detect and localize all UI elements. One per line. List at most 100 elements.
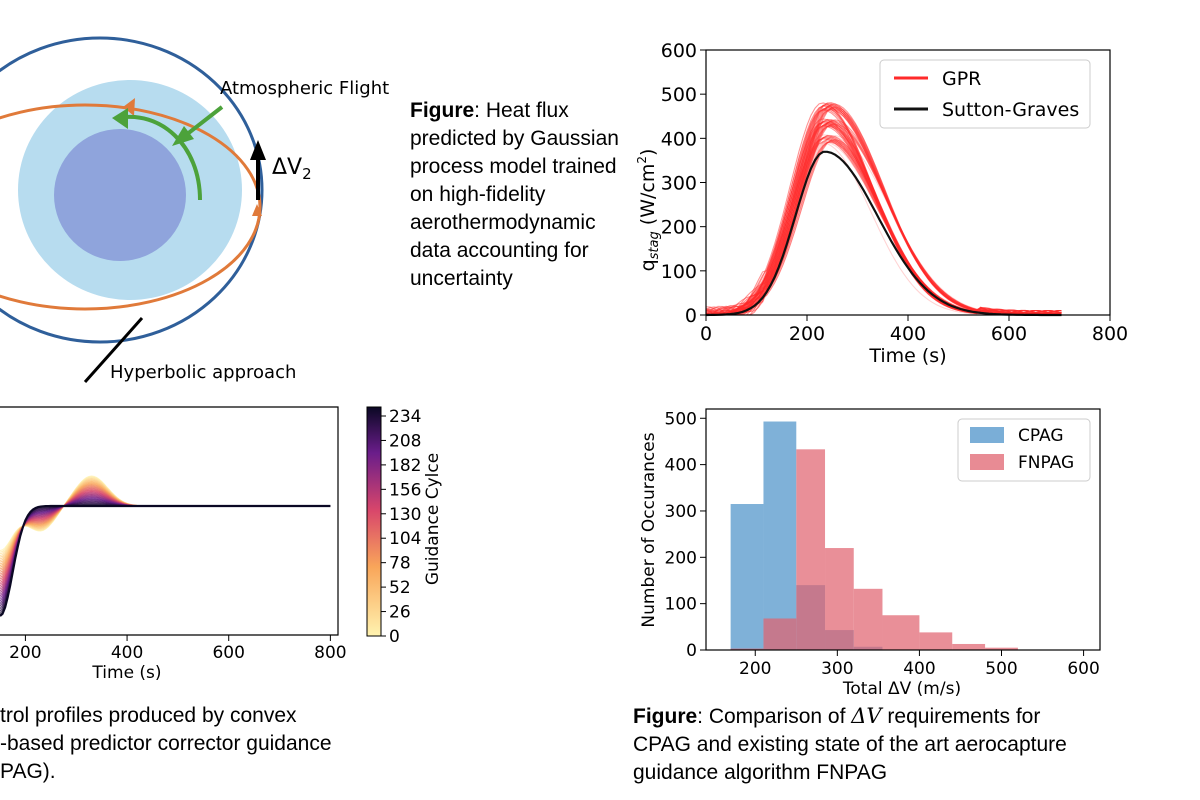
control-profile-chart: 200 400 600 800 Time (s) 0 26 52 78 104 130 156 18… bbox=[0, 406, 443, 683]
outer-orbit bbox=[0, 36, 264, 344]
y-tick-label: 300 bbox=[661, 173, 697, 195]
x-tick-label: 0 bbox=[700, 323, 712, 345]
x-tick-label: 600 bbox=[991, 323, 1027, 345]
control-caption-line2: -based predictor corrector guidance bbox=[0, 732, 332, 755]
x-tick-label: 200 bbox=[9, 643, 41, 663]
guidance-cycle-line bbox=[0, 490, 331, 583]
atmospheric-flight-arrow bbox=[112, 108, 128, 129]
heatflux-chart: 0 200 400 600 800 0 100 200 300 400 500 600 Time (s… bbox=[635, 40, 1128, 367]
colorbar-tick-label: 208 bbox=[389, 431, 421, 451]
orbit-diagram: Atmospheric Flight Hyperbolic approach Δ… bbox=[0, 36, 389, 383]
control-caption-line1: trol profiles produced by convex bbox=[0, 704, 297, 727]
colorbar-tick-label: 0 bbox=[389, 627, 400, 647]
control-caption: trol profiles produced by convex -based … bbox=[0, 702, 420, 786]
control-lines bbox=[0, 475, 331, 617]
inner-orbit-arrow-right bbox=[252, 204, 262, 216]
x-tick-label: 400 bbox=[903, 659, 935, 679]
y-tick-label: 400 bbox=[665, 456, 697, 476]
heatflux-lines bbox=[705, 102, 1062, 317]
dv-histogram: 200 300 400 500 600 0 100 200 300 400 500 Total ΔV… bbox=[639, 408, 1101, 699]
y-tick-label: 400 bbox=[661, 128, 697, 150]
x-tick-label: 400 bbox=[111, 643, 143, 663]
colorbar-label: Guidance Cylce bbox=[423, 453, 443, 585]
guidance-cycle-line bbox=[0, 487, 331, 578]
guidance-cycle-line bbox=[0, 489, 331, 582]
dv-caption-line3: guidance algorithm FNPAG bbox=[633, 761, 888, 784]
guidance-cycle-line bbox=[0, 504, 331, 617]
colorbar-tick-label: 104 bbox=[389, 529, 421, 549]
hyperbolic-approach-label: Hyperbolic approach bbox=[110, 362, 296, 383]
guidance-cycle-line bbox=[0, 483, 331, 570]
x-tick-label: 200 bbox=[789, 323, 825, 345]
fnpag-bar bbox=[952, 643, 986, 650]
x-tick-label: 200 bbox=[739, 659, 771, 679]
legend-frame bbox=[879, 59, 1091, 129]
y-tick-label: 600 bbox=[661, 40, 697, 62]
fnpag-bar bbox=[730, 648, 764, 650]
colorbar-tick-label: 26 bbox=[389, 603, 411, 623]
colorbar-tick-label: 130 bbox=[389, 505, 421, 525]
colorbar-ticks: 0 26 52 78 104 130 156 182 208 234 bbox=[381, 407, 421, 647]
guidance-cycle-line bbox=[0, 487, 331, 577]
x-tick-label: 600 bbox=[1067, 659, 1099, 679]
colorbar bbox=[366, 406, 382, 637]
cpag-bar bbox=[730, 504, 764, 650]
colorbar-tick-label: 182 bbox=[389, 456, 421, 476]
control-xlabel: Time (s) bbox=[91, 663, 161, 683]
guidance-cycle-line bbox=[0, 484, 331, 572]
x-tick-label: 500 bbox=[985, 659, 1017, 679]
inner-orbit-arrow-top bbox=[123, 98, 135, 116]
atmo-pointer-arrowhead bbox=[172, 126, 194, 146]
hyperbolic-pointer bbox=[83, 317, 144, 383]
gpr-sample-line bbox=[706, 103, 1062, 316]
histogram-bars bbox=[730, 421, 1018, 650]
inner-orbit bbox=[0, 103, 262, 311]
y-tick-label: 300 bbox=[665, 502, 697, 522]
caption-text: : Heat flux predicted by Gaussian proces… bbox=[410, 99, 619, 290]
guidance-cycle-line bbox=[0, 486, 331, 575]
x-tick-label: 400 bbox=[890, 323, 926, 345]
y-tick-label: 500 bbox=[665, 409, 697, 429]
histogram-xlabel: Total ΔV (m/s) bbox=[842, 679, 961, 699]
atmospheric-flight-path bbox=[117, 114, 202, 201]
histogram-ylabel: Number of Occurances bbox=[639, 432, 659, 627]
plot-frame bbox=[0, 406, 339, 636]
dv-caption: Figure: Comparison of ΔV requirements fo… bbox=[633, 702, 1173, 787]
guidance-cycle-line bbox=[0, 485, 331, 573]
colorbar-tick-label: 156 bbox=[389, 480, 421, 500]
fnpag-bar bbox=[882, 615, 920, 650]
plot-frame bbox=[705, 408, 1101, 651]
y-tick-label: 100 bbox=[661, 261, 697, 283]
caption-bold: Figure bbox=[410, 99, 475, 122]
fnpag-bar bbox=[985, 647, 1018, 650]
heatflux-xlabel: Time (s) bbox=[868, 345, 946, 367]
y-tick-label: 100 bbox=[665, 595, 697, 615]
x-tick-label: 800 bbox=[1092, 323, 1128, 345]
heatflux-legend: GPR Sutton-Graves bbox=[879, 59, 1091, 129]
x-tick-label: 800 bbox=[314, 643, 346, 663]
fnpag-bar bbox=[853, 588, 883, 650]
y-tick-label: 200 bbox=[661, 217, 697, 239]
heatflux-axes: 0 200 400 600 800 0 100 200 300 400 500 600 bbox=[661, 40, 1128, 345]
fnpag-bar bbox=[796, 449, 826, 650]
colorbar-tick-label: 234 bbox=[389, 407, 421, 427]
gpr-sample-line bbox=[705, 102, 1062, 316]
control-axes: 200 400 600 800 bbox=[0, 406, 347, 663]
legend-fnpag-label: FNPAG bbox=[1018, 453, 1074, 473]
fnpag-bar bbox=[763, 618, 797, 650]
colorbar-tick-label: 52 bbox=[389, 578, 411, 598]
legend-fnpag-swatch bbox=[970, 454, 1004, 470]
atmospheric-flight-label: Atmospheric Flight bbox=[220, 78, 389, 99]
legend-cpag-label: CPAG bbox=[1018, 426, 1064, 446]
heatflux-ylabel: qstag (W/cm2) bbox=[635, 149, 662, 272]
guidance-cycle-line bbox=[0, 488, 331, 580]
y-tick-label: 500 bbox=[661, 84, 697, 106]
fnpag-bar bbox=[825, 548, 854, 650]
dv2-arrowhead bbox=[250, 140, 266, 160]
planet bbox=[54, 129, 186, 261]
y-tick-label: 0 bbox=[686, 641, 697, 661]
heatflux-caption: Figure: Heat flux predicted by Gaussian … bbox=[410, 97, 630, 293]
legend-cpag-swatch bbox=[970, 427, 1004, 443]
dv-caption-line1: Figure: Comparison of ΔV requirements fo… bbox=[633, 704, 1041, 728]
x-tick-label: 600 bbox=[212, 643, 244, 663]
